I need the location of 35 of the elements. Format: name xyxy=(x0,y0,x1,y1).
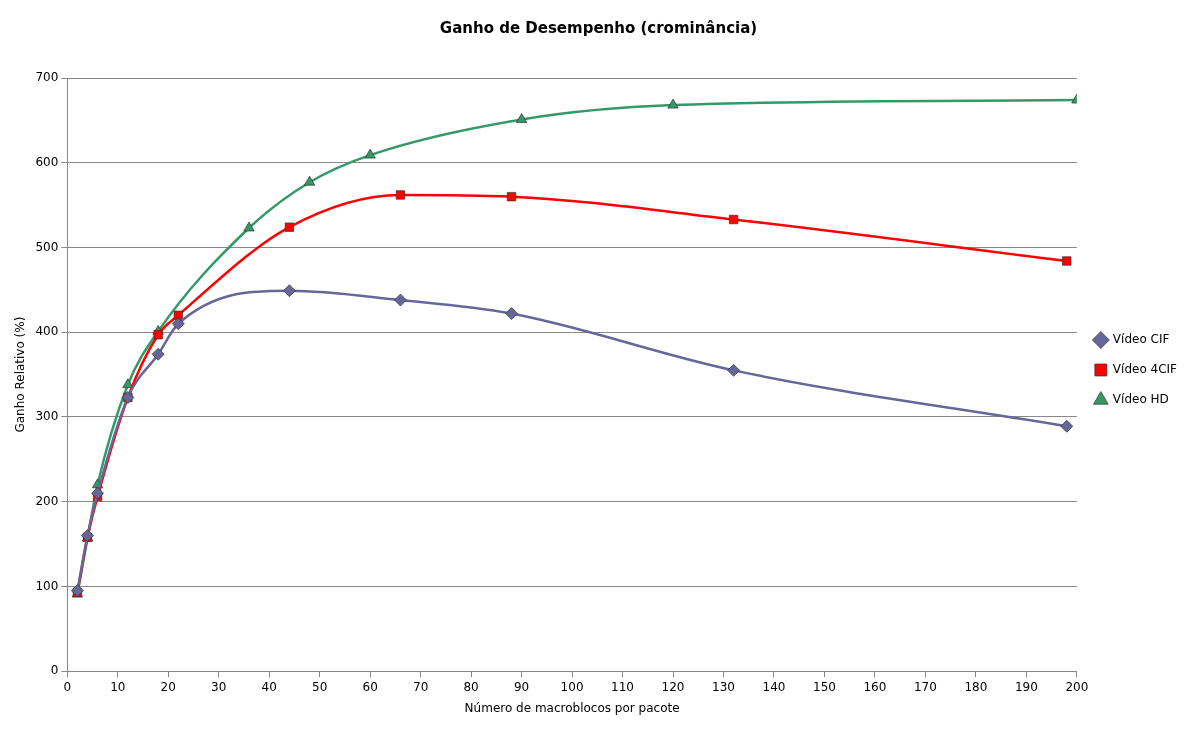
x-tick-label: 50 xyxy=(312,679,328,694)
legend-label: Vídeo HD xyxy=(1112,392,1169,407)
x-tick-label: 40 xyxy=(261,679,277,694)
x-tick-label: 10 xyxy=(110,679,126,694)
x-tick-label: 0 xyxy=(63,679,72,694)
x-tick-label: 180 xyxy=(964,679,988,694)
chart-title: Ganho de Desempenho (crominância) xyxy=(439,18,758,37)
y-tick-label: 100 xyxy=(35,578,59,593)
x-tick-label: 120 xyxy=(661,679,685,694)
x-tick-label: 200 xyxy=(1065,679,1089,694)
x-tick-label: 150 xyxy=(813,679,836,694)
x-tick-label: 190 xyxy=(1014,679,1038,694)
x-tick-label: 140 xyxy=(762,679,786,694)
x-tick-label: 90 xyxy=(513,679,530,694)
x-tick-label: 70 xyxy=(413,679,429,694)
x-tick-label: 30 xyxy=(211,679,227,694)
y-tick-label: 700 xyxy=(35,70,59,85)
x-tick-label: 60 xyxy=(362,679,378,694)
x-tick-label: 80 xyxy=(463,679,479,694)
x-tick-label: 20 xyxy=(160,679,176,694)
legend-label: Vídeo CIF xyxy=(1112,332,1170,347)
x-tick-label: 160 xyxy=(863,679,887,694)
y-tick-label: 200 xyxy=(35,493,59,508)
y-tick-label: 600 xyxy=(35,154,59,169)
x-axis-title: Número de macroblocos por pacote xyxy=(464,700,680,715)
legend-label: Vídeo 4CIF xyxy=(1112,362,1178,377)
y-tick-label: 400 xyxy=(35,324,59,339)
x-tick-label: 170 xyxy=(913,679,937,694)
y-tick-label: 300 xyxy=(35,409,59,424)
x-tick-label: 110 xyxy=(611,679,635,694)
y-tick-label: 0 xyxy=(50,663,59,678)
x-tick-label: 100 xyxy=(560,679,584,694)
x-tick-label: 130 xyxy=(712,679,735,694)
y-tick-label: 500 xyxy=(35,239,59,254)
y-axis-title: Ganho Relativo (%) xyxy=(13,316,28,433)
